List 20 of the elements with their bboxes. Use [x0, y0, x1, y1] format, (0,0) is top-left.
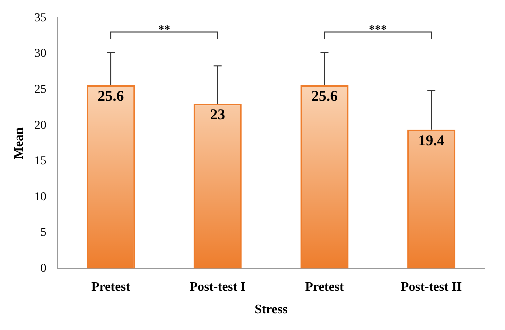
annotation: ** — [158, 22, 170, 36]
y-tick-label: 30 — [34, 46, 47, 60]
y-tick-label: 15 — [34, 154, 47, 168]
data-label: 25.6 — [98, 88, 125, 105]
y-tick-label: 35 — [34, 10, 47, 24]
y-axis-title: Mean — [11, 126, 26, 160]
y-tick-label: 25 — [34, 82, 47, 96]
annotation: *** — [369, 22, 388, 36]
y-tick-label: 5 — [40, 225, 47, 240]
data-label: 23 — [210, 107, 226, 124]
data-label: 25.6 — [312, 88, 338, 105]
data-label: 19.4 — [418, 133, 446, 150]
x-tick-label: Pretest — [92, 278, 132, 294]
x-axis-title: Stress — [254, 302, 288, 317]
x-tick-label: Pretest — [305, 278, 345, 294]
y-tick-label: 10 — [34, 189, 47, 204]
x-tick-label: Post-test I — [190, 278, 246, 294]
x-tick-label: Post-test II — [401, 278, 462, 294]
y-tick-label: 20 — [34, 118, 47, 132]
y-tick-label: 0 — [40, 260, 47, 275]
